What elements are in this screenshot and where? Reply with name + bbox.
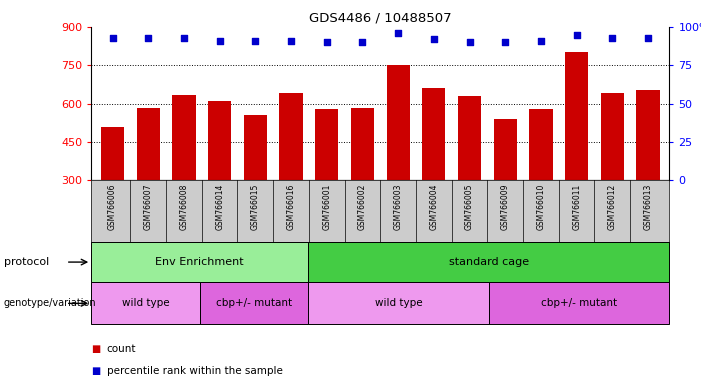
- Bar: [529, 109, 552, 180]
- Point: [285, 38, 297, 44]
- Point: [393, 30, 404, 36]
- Text: cbp+/- mutant: cbp+/- mutant: [541, 298, 617, 308]
- Text: GSM766012: GSM766012: [608, 184, 617, 230]
- Text: count: count: [107, 344, 136, 354]
- Point: [321, 39, 332, 45]
- Text: GSM766002: GSM766002: [358, 184, 367, 230]
- Text: GSM766011: GSM766011: [572, 184, 581, 230]
- Text: Env Enrichment: Env Enrichment: [155, 257, 244, 267]
- Bar: [315, 109, 339, 180]
- Bar: [137, 108, 160, 180]
- Bar: [308, 282, 489, 324]
- Point: [464, 39, 475, 45]
- Point: [607, 35, 618, 41]
- Bar: [386, 65, 410, 180]
- Text: GSM766005: GSM766005: [465, 184, 474, 230]
- Bar: [200, 282, 308, 324]
- Point: [178, 35, 189, 41]
- Bar: [422, 88, 445, 180]
- Point: [500, 39, 511, 45]
- Text: GSM766001: GSM766001: [322, 184, 332, 230]
- Text: GDS4486 / 10488507: GDS4486 / 10488507: [309, 12, 451, 25]
- Point: [536, 38, 547, 44]
- Text: GSM766006: GSM766006: [108, 184, 117, 230]
- Text: GSM766009: GSM766009: [501, 184, 510, 230]
- Text: GSM766013: GSM766013: [644, 184, 653, 230]
- Bar: [350, 108, 374, 180]
- Text: protocol: protocol: [4, 257, 49, 267]
- Text: standard cage: standard cage: [449, 257, 529, 267]
- Text: GSM766010: GSM766010: [536, 184, 545, 230]
- Bar: [172, 95, 196, 180]
- Point: [250, 38, 261, 44]
- Text: GSM766007: GSM766007: [144, 184, 153, 230]
- Text: GSM766014: GSM766014: [215, 184, 224, 230]
- Text: wild type: wild type: [374, 298, 422, 308]
- Text: GSM766016: GSM766016: [287, 184, 296, 230]
- Text: cbp+/- mutant: cbp+/- mutant: [216, 298, 292, 308]
- Bar: [91, 242, 308, 282]
- Bar: [280, 93, 303, 180]
- Bar: [637, 89, 660, 180]
- Bar: [565, 53, 588, 180]
- Bar: [308, 242, 669, 282]
- Text: genotype/variation: genotype/variation: [4, 298, 96, 308]
- Text: wild type: wild type: [121, 298, 169, 308]
- Text: GSM766008: GSM766008: [179, 184, 189, 230]
- Point: [107, 35, 118, 41]
- Text: ■: ■: [91, 344, 100, 354]
- Point: [428, 36, 440, 42]
- Bar: [91, 282, 200, 324]
- Bar: [208, 101, 231, 180]
- Text: ■: ■: [91, 366, 100, 376]
- Text: GSM766015: GSM766015: [251, 184, 260, 230]
- Point: [214, 38, 225, 44]
- Bar: [601, 93, 624, 180]
- Bar: [458, 96, 481, 180]
- Point: [571, 31, 583, 38]
- Point: [642, 35, 653, 41]
- Text: percentile rank within the sample: percentile rank within the sample: [107, 366, 283, 376]
- Point: [357, 39, 368, 45]
- Point: [142, 35, 154, 41]
- Bar: [494, 119, 517, 180]
- Text: GSM766004: GSM766004: [429, 184, 438, 230]
- Bar: [489, 282, 669, 324]
- Bar: [101, 127, 124, 180]
- Bar: [244, 115, 267, 180]
- Text: GSM766003: GSM766003: [394, 184, 402, 230]
